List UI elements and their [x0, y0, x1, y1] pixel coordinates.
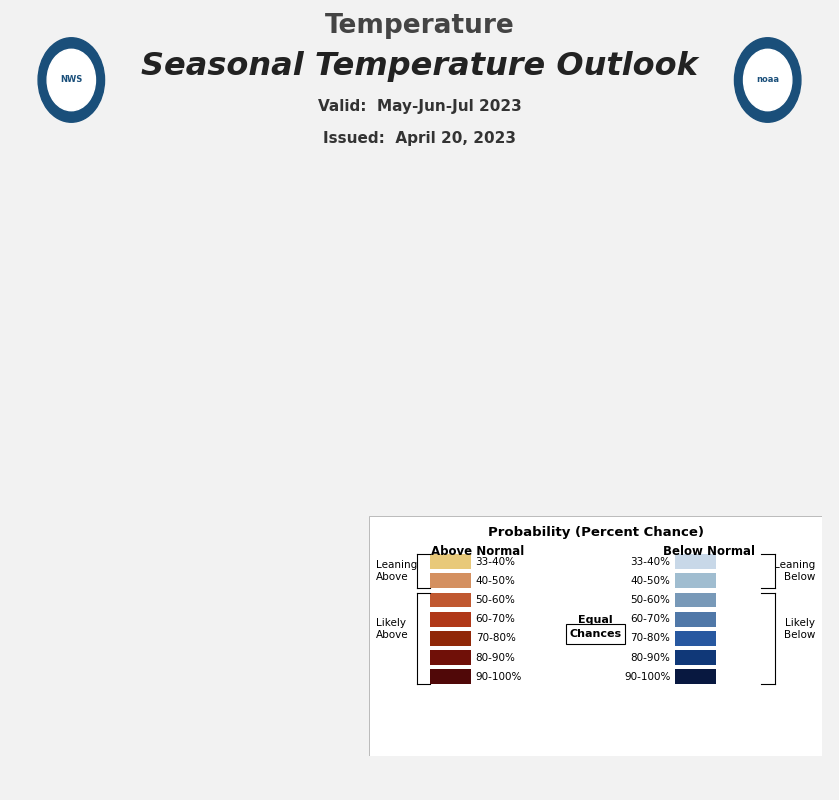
Text: 80-90%: 80-90% — [476, 653, 515, 662]
Text: 33-40%: 33-40% — [476, 557, 516, 566]
Bar — [430, 631, 472, 646]
Text: Equal: Equal — [578, 615, 613, 626]
Text: Likely
Above: Likely Above — [376, 618, 409, 640]
Circle shape — [47, 50, 96, 110]
Bar — [430, 554, 472, 569]
Circle shape — [734, 38, 801, 122]
Text: 40-50%: 40-50% — [631, 576, 670, 586]
Text: 90-100%: 90-100% — [476, 672, 522, 682]
Bar — [430, 670, 472, 684]
Circle shape — [38, 38, 105, 122]
Bar — [430, 574, 472, 588]
Text: 33-40%: 33-40% — [630, 557, 670, 566]
Bar — [675, 670, 716, 684]
Text: 50-60%: 50-60% — [631, 595, 670, 605]
Bar — [675, 554, 716, 569]
Text: Above Normal: Above Normal — [431, 545, 524, 558]
Text: Valid:  May-Jun-Jul 2023: Valid: May-Jun-Jul 2023 — [318, 99, 521, 114]
Circle shape — [743, 50, 792, 110]
Text: 70-80%: 70-80% — [631, 634, 670, 643]
Text: Probability (Percent Chance): Probability (Percent Chance) — [487, 526, 704, 538]
Text: Seasonal Temperature Outlook: Seasonal Temperature Outlook — [141, 51, 698, 82]
Text: Issued:  April 20, 2023: Issued: April 20, 2023 — [323, 131, 516, 146]
Text: Chances: Chances — [570, 629, 622, 639]
Text: Leaning
Below: Leaning Below — [774, 560, 816, 582]
Text: 70-80%: 70-80% — [476, 634, 515, 643]
Bar — [675, 631, 716, 646]
Bar — [675, 650, 716, 665]
Text: Likely
Below: Likely Below — [784, 618, 816, 640]
Bar — [566, 624, 625, 645]
Text: 60-70%: 60-70% — [631, 614, 670, 624]
Text: 80-90%: 80-90% — [631, 653, 670, 662]
Bar — [675, 574, 716, 588]
Text: 60-70%: 60-70% — [476, 614, 515, 624]
Bar — [430, 593, 472, 607]
Text: Leaning
Above: Leaning Above — [376, 560, 417, 582]
Bar — [430, 612, 472, 626]
Text: Temperature: Temperature — [325, 13, 514, 38]
Text: 90-100%: 90-100% — [624, 672, 670, 682]
Text: NWS: NWS — [60, 75, 82, 85]
Bar — [430, 650, 472, 665]
Text: 50-60%: 50-60% — [476, 595, 515, 605]
Text: 40-50%: 40-50% — [476, 576, 515, 586]
Text: noaa: noaa — [756, 75, 779, 85]
Text: Below Normal: Below Normal — [663, 545, 755, 558]
Bar — [675, 593, 716, 607]
Bar — [675, 612, 716, 626]
